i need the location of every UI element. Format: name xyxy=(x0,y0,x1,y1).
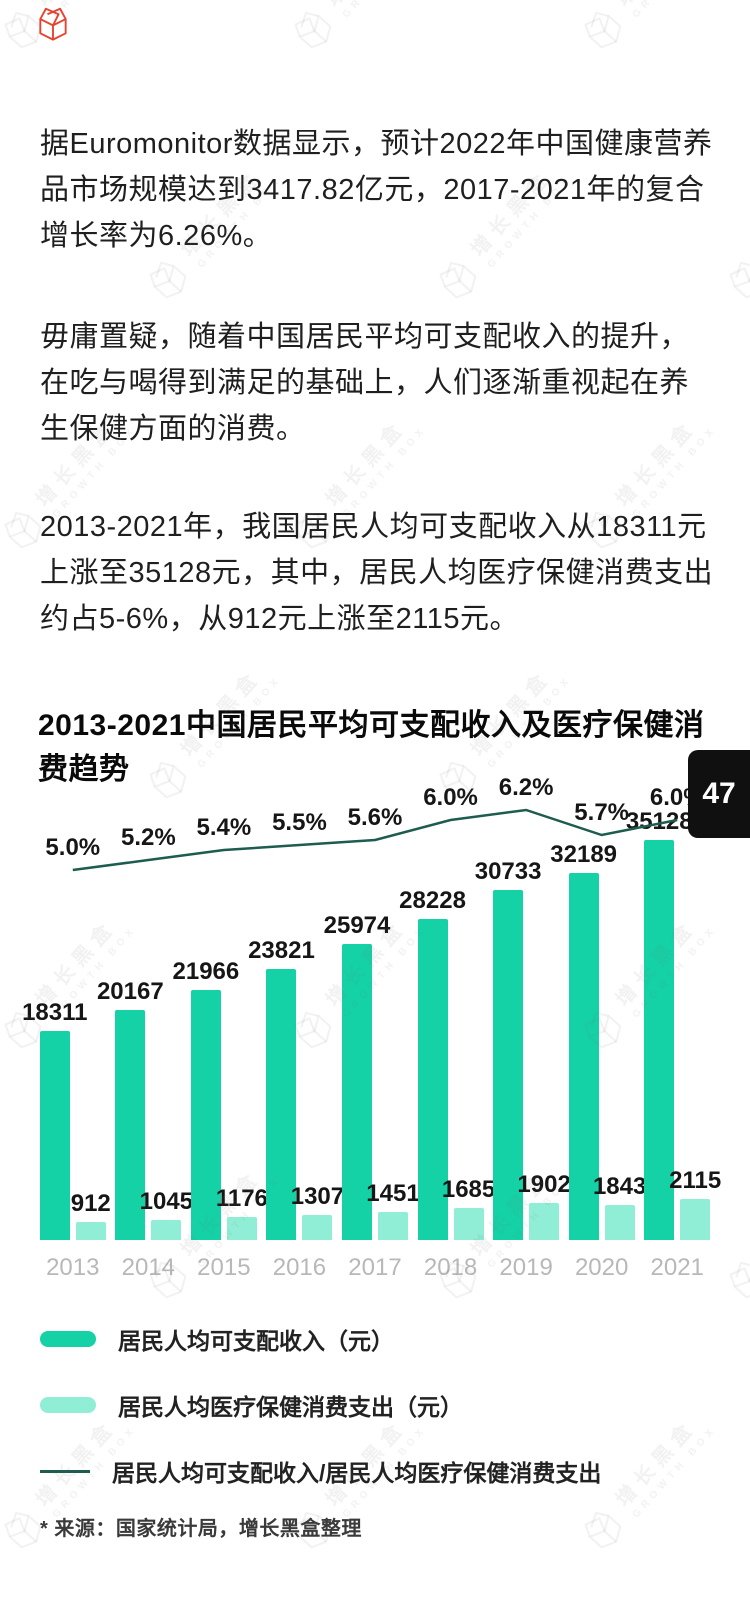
income-value-label: 21966 xyxy=(172,958,240,985)
bar-healthcare xyxy=(604,1205,635,1240)
year-axis-label: 2015 xyxy=(197,1254,251,1281)
year-axis-label: 2016 xyxy=(272,1254,327,1281)
income-value-label: 28228 xyxy=(399,887,466,914)
legend-label-income: 居民人均可支配收入（元） xyxy=(118,1328,394,1354)
income-value-label: 18311 xyxy=(22,999,88,1026)
box-logo-icon xyxy=(39,7,67,41)
bar-income xyxy=(190,990,221,1240)
bar-income xyxy=(568,873,599,1240)
bar-healthcare xyxy=(680,1199,711,1240)
box-logo-icon xyxy=(584,1511,622,1549)
ratio-percent-label: 6.0% xyxy=(423,784,478,811)
legend-item-income: 居民人均可支配收入（元） xyxy=(40,1322,601,1356)
healthcare-value-label: 1045 xyxy=(139,1188,194,1215)
brand-logo-icon xyxy=(34,4,72,47)
ratio-percent-label: 5.2% xyxy=(120,824,176,851)
trend-line xyxy=(72,808,678,872)
healthcare-value-label: 1176 xyxy=(215,1185,268,1212)
healthcare-value-label: 1685 xyxy=(441,1176,496,1203)
legend-item-ratio: 居民人均可支配收入/居民人均医疗保健消费支出 xyxy=(40,1454,601,1488)
bar-income xyxy=(115,1010,146,1240)
healthcare-value-label: 1307 xyxy=(290,1183,345,1210)
income-value-label: 32189 xyxy=(550,841,618,868)
legend-item-healthcare: 居民人均医疗保健消费支出（元） xyxy=(40,1388,601,1422)
ratio-percent-label: 6.2% xyxy=(498,774,554,801)
bar-healthcare xyxy=(378,1212,408,1240)
legend-swatch-income xyxy=(40,1331,96,1347)
income-value-label: 30733 xyxy=(474,858,542,885)
bar-income xyxy=(342,944,372,1240)
ratio-percent-label: 5.0% xyxy=(45,834,101,861)
body-paragraph: 据Euromonitor数据显示，预计2022年中国健康营养品市场规模达到341… xyxy=(40,128,713,252)
bar-income xyxy=(266,969,297,1240)
ratio-percent-label: 5.6% xyxy=(347,804,403,831)
year-axis-label: 2013 xyxy=(46,1254,100,1281)
income-value-label: 23821 xyxy=(248,937,315,964)
healthcare-value-label: 912 xyxy=(70,1190,111,1217)
year-axis-label: 2021 xyxy=(650,1254,704,1281)
legend-label-ratio: 居民人均可支配收入/居民人均医疗保健消费支出 xyxy=(112,1460,602,1486)
bar-healthcare xyxy=(226,1217,257,1240)
year-axis-label: 2014 xyxy=(121,1254,176,1281)
healthcare-value-label: 2115 xyxy=(669,1167,722,1194)
page-number-badge: 47 xyxy=(688,750,750,838)
chart-legend: 居民人均可支配收入（元） 居民人均医疗保健消费支出（元） 居民人均可支配收入/居… xyxy=(40,1322,601,1488)
income-value-label: 35128 xyxy=(625,808,693,835)
bar-healthcare xyxy=(302,1215,333,1240)
body-paragraph: 毋庸置疑，随着中国居民平均可支配收入的提升，在吃与喝得到满足的基础上，人们逐渐重… xyxy=(40,321,690,445)
bar-healthcare xyxy=(453,1208,484,1240)
body-paragraph: 2013-2021年，我国居民人均可支配收入从18311元上涨至35128元，其… xyxy=(40,511,714,635)
income-value-label: 25974 xyxy=(323,912,391,939)
chart-plot-area: 18311 912 2013 5.0% 20167 1045 2014 5.2% 21966 11… xyxy=(22,774,721,1290)
legend-swatch-healthcare xyxy=(40,1397,96,1413)
bar-healthcare xyxy=(75,1222,106,1240)
box-logo-icon xyxy=(729,261,750,299)
year-axis-label: 2019 xyxy=(499,1254,553,1281)
box-logo-icon xyxy=(584,11,622,49)
box-logo-icon xyxy=(729,1261,750,1299)
legend-label-healthcare: 居民人均医疗保健消费支出（元） xyxy=(118,1394,463,1420)
healthcare-value-label: 1902 xyxy=(517,1171,571,1198)
healthcare-value-label: 1843 xyxy=(592,1173,647,1200)
ratio-percent-label: 5.4% xyxy=(196,814,252,841)
ratio-percent-label: 5.5% xyxy=(272,809,327,836)
year-axis-label: 2017 xyxy=(348,1254,402,1281)
source-note: * 来源：国家统计局，增长黑盒整理 xyxy=(40,1518,362,1540)
income-value-label: 20167 xyxy=(96,978,164,1005)
bar-income xyxy=(39,1031,70,1240)
box-logo-icon xyxy=(294,11,332,49)
chart-title: 2013-2021中国居民平均可支配收入及医疗保健消费趋势 xyxy=(38,709,705,786)
bar-healthcare xyxy=(529,1203,560,1240)
healthcare-value-label: 1451 xyxy=(366,1180,420,1207)
bar-income xyxy=(493,890,524,1240)
ratio-percent-label: 5.7% xyxy=(574,799,629,826)
year-axis-label: 2018 xyxy=(423,1254,478,1281)
bar-healthcare xyxy=(151,1220,182,1240)
year-axis-label: 2020 xyxy=(574,1254,629,1281)
legend-swatch-ratio-line xyxy=(40,1469,90,1473)
bar-income xyxy=(644,840,675,1240)
bar-income xyxy=(417,919,448,1240)
